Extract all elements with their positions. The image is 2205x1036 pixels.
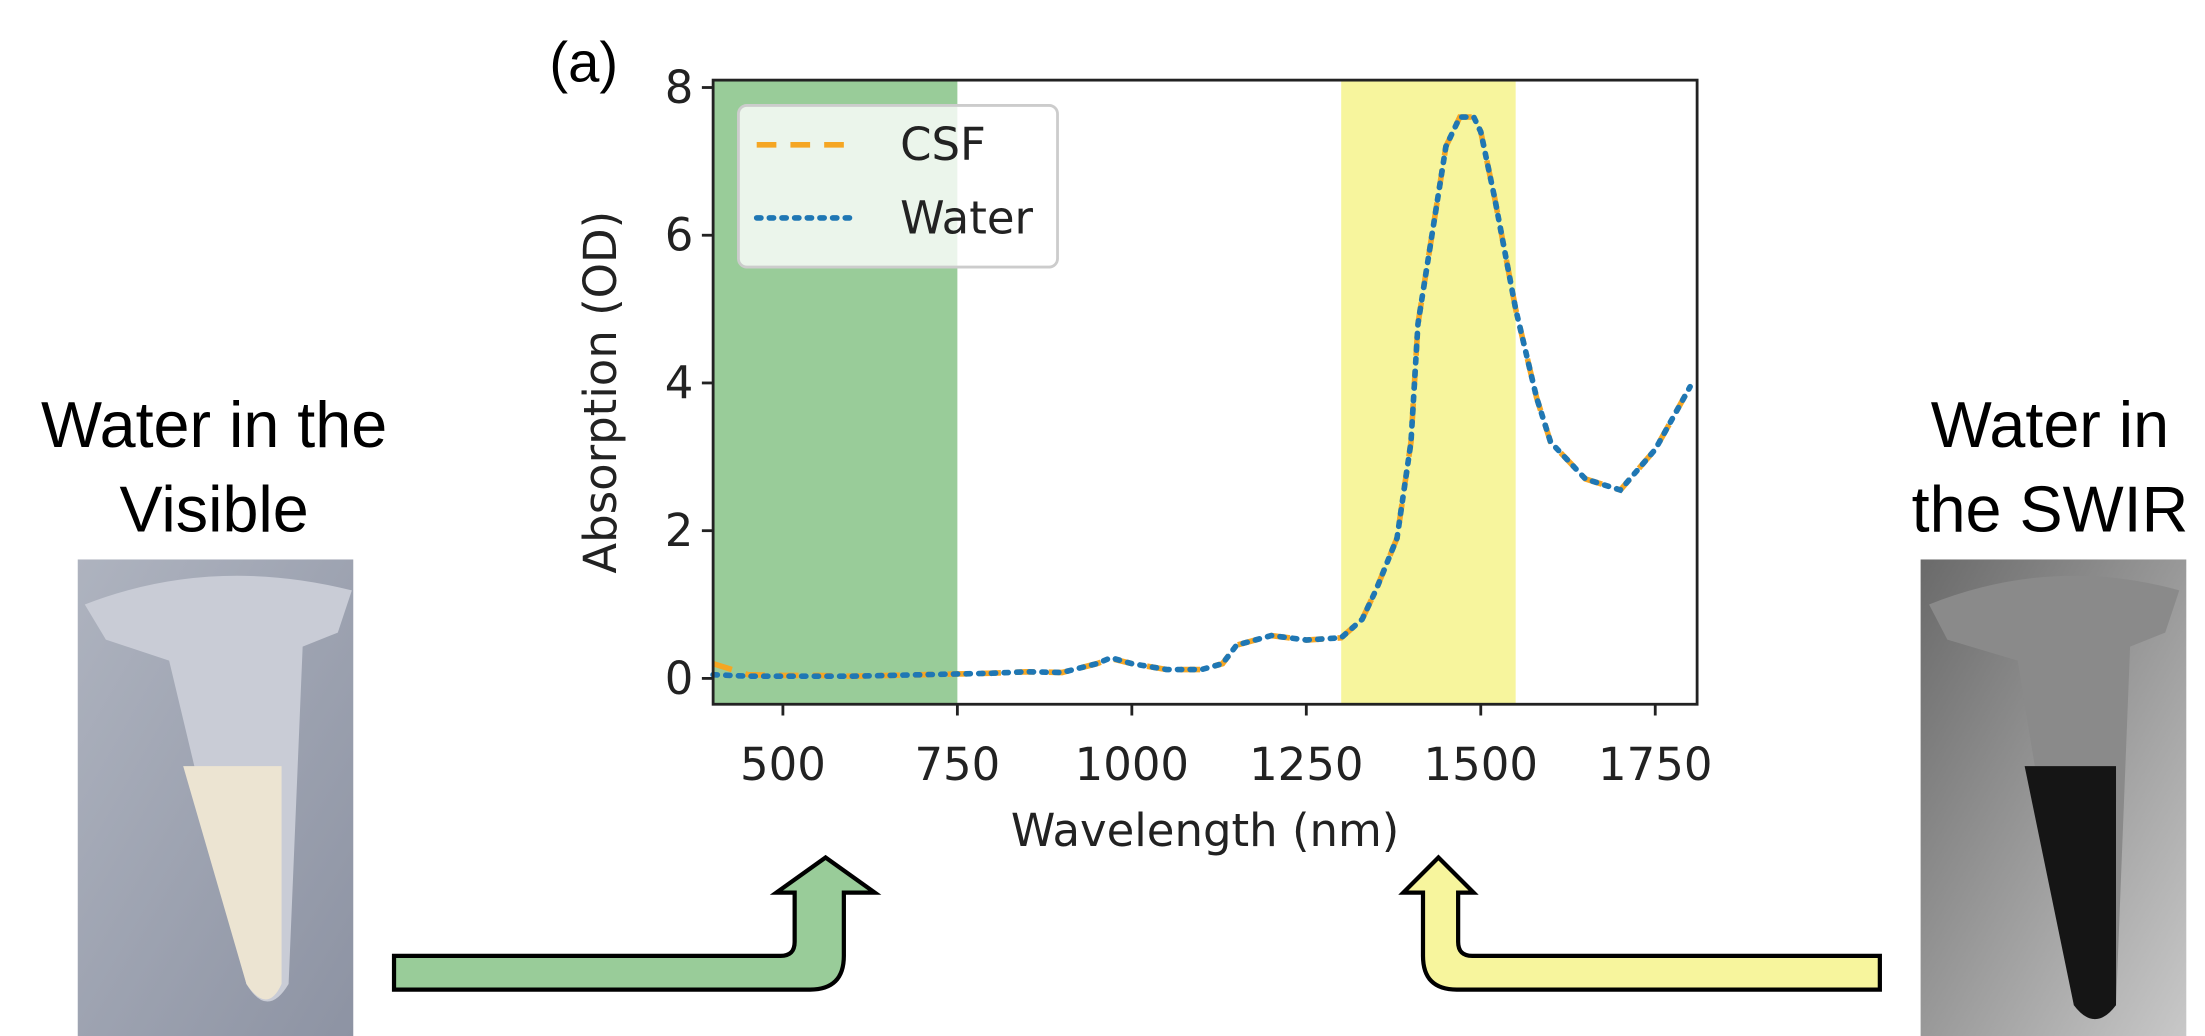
y-tick-label: 6 [665,209,694,262]
x-axis-label: Wavelength (nm) [1011,804,1399,857]
tube-liquid [183,766,282,1000]
y-tick-label: 0 [665,652,694,705]
legend-label: Water [900,191,1033,244]
legend-label: CSF [900,118,986,171]
x-tick-label: 1250 [1249,738,1363,791]
arrow [1398,854,1882,992]
y-tick-label: 4 [665,356,694,409]
x-tick-label: 750 [914,738,1000,791]
series-line [710,114,1693,679]
x-tick-label: 1750 [1598,738,1712,791]
caption: Visible [119,472,308,545]
x-tick-label: 500 [740,738,826,791]
legend-box [737,104,1059,269]
caption: Water in [1931,388,2169,461]
tube-liquid [2024,766,2117,1020]
caption: Water in the [41,388,387,461]
y-tick-label: 2 [665,504,694,557]
panel-label: (a) [549,31,618,94]
plot: 500 750 1000 1250 1500 1750 0 2 4 6 8 CSF Water [665,61,1713,791]
arrow [391,854,882,992]
x-tick-label: 1500 [1424,738,1538,791]
x-tick-label: 1000 [1075,738,1189,791]
y-axis-label: Absorption (OD) [574,211,627,574]
caption: the SWIR [1912,472,2189,545]
plot-frame [711,78,1699,706]
y-tick-label: 8 [665,61,694,114]
